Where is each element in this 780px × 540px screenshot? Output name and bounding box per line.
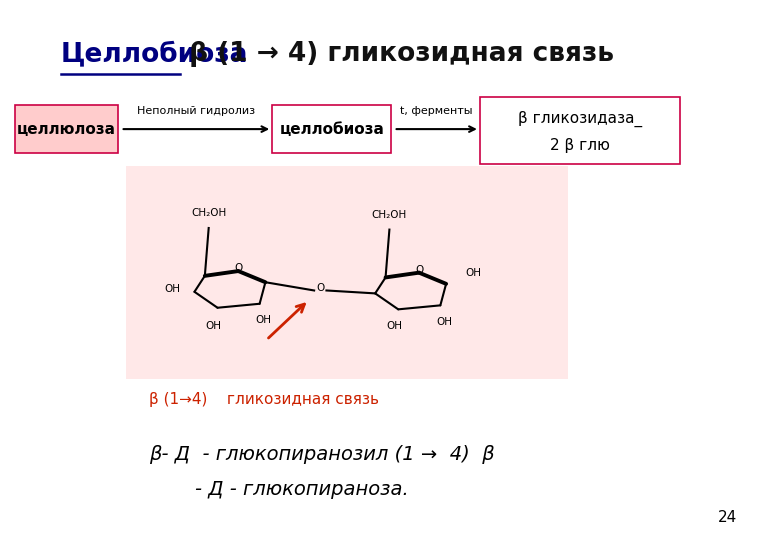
Text: OH: OH (386, 321, 402, 331)
Text: O: O (234, 264, 243, 273)
Text: β (1→4)    гликозидная связь: β (1→4) гликозидная связь (149, 392, 379, 407)
Text: - Д - глюкопираноза.: - Д - глюкопираноза. (195, 480, 409, 499)
Text: β- Д  - глюкопиранозил (1 →  4)  β: β- Д - глюкопиранозил (1 → 4) β (149, 446, 495, 464)
Text: OH: OH (206, 321, 222, 331)
Bar (126, 166, 568, 379)
Text: 24: 24 (718, 510, 737, 525)
Text: целлобиоза: целлобиоза (279, 122, 385, 137)
Text: Неполный гидролиз: Неполный гидролиз (137, 106, 255, 116)
Text: 2 β глю: 2 β глю (550, 138, 610, 153)
Bar (15, 105, 119, 153)
Text: CH₂OH: CH₂OH (372, 210, 407, 220)
Text: OH: OH (466, 268, 481, 278)
Bar (480, 97, 679, 164)
Text: O: O (316, 284, 324, 293)
Text: CH₂OH: CH₂OH (191, 208, 226, 218)
Text: OH: OH (256, 315, 271, 326)
Text: OH: OH (165, 284, 181, 294)
Text: O: O (415, 265, 423, 275)
Text: целлюлоза: целлюлоза (17, 122, 116, 137)
Text: OH: OH (436, 317, 452, 327)
Bar (272, 105, 392, 153)
Text: t, ферменты: t, ферменты (400, 106, 473, 116)
Text: β (1 → 4) гликозидная связь: β (1 → 4) гликозидная связь (180, 42, 614, 68)
Text: β гликозидаза_: β гликозидаза_ (518, 110, 642, 126)
Text: Целлобиоза: Целлобиоза (61, 42, 248, 68)
